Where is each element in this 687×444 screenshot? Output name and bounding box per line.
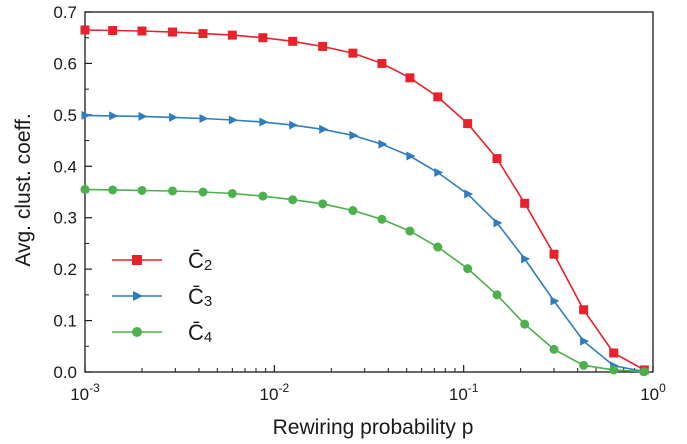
data-point bbox=[108, 185, 118, 195]
y-tick-label: 0.0 bbox=[53, 363, 77, 382]
data-point bbox=[433, 242, 443, 252]
data-point bbox=[433, 92, 443, 102]
series-line bbox=[84, 188, 645, 373]
data-point bbox=[169, 112, 179, 122]
data-point bbox=[609, 348, 619, 358]
data-point bbox=[318, 199, 328, 209]
data-point bbox=[378, 139, 388, 149]
data-point bbox=[199, 113, 209, 123]
data-point bbox=[258, 33, 268, 43]
legend: C̄2 C̄3 C̄4 bbox=[112, 248, 212, 346]
data-point bbox=[81, 110, 91, 120]
data-point bbox=[288, 36, 298, 46]
data-point bbox=[80, 25, 90, 35]
data-point bbox=[580, 336, 590, 346]
data-point bbox=[168, 27, 178, 37]
data-point bbox=[348, 48, 358, 58]
data-point bbox=[377, 214, 387, 224]
series-2 bbox=[80, 25, 649, 375]
data-point bbox=[492, 154, 502, 164]
data-point bbox=[259, 117, 269, 127]
data-point bbox=[198, 29, 208, 39]
x-tick-label: 100 bbox=[640, 381, 666, 404]
y-tick-label: 0.6 bbox=[53, 54, 77, 73]
legend-entry: C̄3 bbox=[112, 284, 212, 310]
legend-marker bbox=[132, 327, 142, 337]
data-point bbox=[639, 367, 649, 377]
data-point bbox=[258, 191, 268, 201]
legend-label: C̄3 bbox=[188, 284, 212, 310]
data-point bbox=[288, 195, 298, 205]
data-point bbox=[109, 111, 119, 121]
data-point bbox=[463, 264, 473, 274]
y-tick-label: 0.3 bbox=[53, 209, 77, 228]
data-point bbox=[549, 249, 559, 259]
series-line bbox=[84, 114, 645, 373]
axes: 0.0 0.1 0.2 0.3 0.4 0.5 0.6 0.7 10-3 10-2 10-1 100 bbox=[53, 3, 666, 404]
data-point bbox=[137, 185, 147, 195]
data-point bbox=[318, 41, 328, 51]
series-line bbox=[84, 29, 645, 371]
data-point bbox=[349, 130, 359, 140]
y-tick-label: 0.5 bbox=[53, 106, 77, 125]
data-point bbox=[198, 187, 208, 197]
data-point bbox=[227, 30, 237, 40]
x-tick-label: 10-3 bbox=[70, 381, 100, 404]
data-point bbox=[319, 124, 329, 134]
data-point bbox=[138, 111, 148, 121]
data-point bbox=[377, 58, 387, 68]
legend-label: C̄2 bbox=[188, 248, 212, 274]
data-point bbox=[609, 365, 619, 375]
y-tick-label: 0.4 bbox=[53, 157, 77, 176]
data-point bbox=[492, 290, 502, 300]
y-tick-label: 0.2 bbox=[53, 260, 77, 279]
data-point bbox=[550, 296, 560, 306]
series-4 bbox=[80, 184, 649, 377]
data-point bbox=[520, 198, 530, 208]
x-tick-label: 10-2 bbox=[260, 381, 290, 404]
x-tick-label: 10-1 bbox=[449, 381, 479, 404]
data-point bbox=[168, 186, 178, 196]
legend-entry: C̄4 bbox=[112, 320, 212, 346]
y-axis-label: Avg. clust. coeff. bbox=[12, 113, 35, 266]
legend-label: C̄4 bbox=[188, 320, 212, 346]
legend-entry: C̄2 bbox=[112, 248, 212, 274]
data-point bbox=[406, 151, 416, 161]
data-point bbox=[108, 26, 118, 36]
series-3 bbox=[81, 110, 650, 376]
y-tick-label: 0.7 bbox=[53, 3, 77, 22]
data-point bbox=[228, 115, 238, 125]
data-point bbox=[227, 189, 237, 199]
data-point bbox=[549, 344, 559, 354]
data-point bbox=[434, 167, 444, 177]
data-point bbox=[289, 120, 299, 130]
data-point bbox=[137, 26, 147, 36]
data-point bbox=[493, 218, 503, 228]
data-point bbox=[405, 226, 415, 236]
data-point bbox=[348, 206, 358, 216]
legend-marker bbox=[133, 291, 143, 301]
data-point bbox=[579, 305, 589, 315]
data-point bbox=[464, 189, 474, 199]
data-point bbox=[579, 360, 589, 370]
data-point bbox=[405, 73, 415, 83]
y-tick-label: 0.1 bbox=[53, 312, 77, 331]
x-axis-label: Rewiring probability p bbox=[273, 416, 474, 439]
series-layer bbox=[80, 25, 650, 377]
data-point bbox=[521, 254, 531, 264]
data-point bbox=[80, 184, 90, 194]
legend-marker bbox=[132, 255, 142, 265]
data-point bbox=[463, 119, 473, 129]
data-point bbox=[520, 319, 530, 329]
